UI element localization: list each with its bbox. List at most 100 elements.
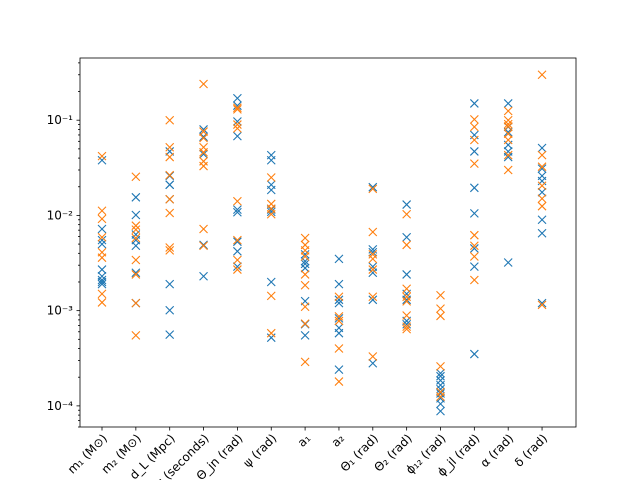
data-point-s1-8-6 (368, 358, 378, 368)
data-point-s2-12-5 (503, 135, 513, 145)
axes-layer: 10⁻⁴10⁻³10⁻²10⁻¹m₁ (M⊙)m₂ (M⊙)d_L (Mpc)t… (47, 57, 577, 480)
data-point-s2-4-2 (233, 120, 242, 129)
data-point-s2-10-3 (436, 361, 445, 371)
data-point-s1-0-3 (97, 239, 107, 249)
data-point-s2-11-0 (469, 114, 479, 124)
x-tick-label: a₁ (295, 431, 314, 450)
data-point-s1-7-7 (334, 365, 344, 375)
data-point-s2-8-5 (368, 292, 378, 302)
data-point-s1-11-0 (469, 99, 479, 108)
data-point-s1-0-4 (97, 265, 107, 274)
data-point-s2-9-7 (402, 324, 412, 334)
data-point-s1-12-6 (503, 258, 513, 267)
data-point-s1-11-6 (469, 262, 479, 272)
data-point-s2-8-2 (368, 249, 378, 259)
data-point-s2-2-5 (165, 208, 175, 218)
data-point-s2-1-4 (131, 255, 141, 265)
data-point-s2-8-1 (368, 227, 378, 237)
data-point-s2-0-5 (97, 253, 107, 263)
data-point-s1-7-2 (334, 295, 344, 305)
data-point-s2-3-4 (199, 147, 208, 157)
data-point-s2-0-0 (97, 151, 107, 161)
data-point-s2-12-1 (503, 115, 513, 125)
data-point-s1-9-2 (402, 270, 412, 279)
data-point-s2-2-1 (165, 142, 175, 152)
data-point-s1-11-5 (469, 244, 479, 253)
data-point-s1-4-6 (233, 237, 242, 247)
data-point-s1-7-1 (334, 279, 344, 289)
data-point-s2-9-2 (402, 284, 412, 294)
data-point-s2-11-2 (469, 135, 479, 145)
data-point-s2-10-1 (436, 304, 445, 314)
data-point-s1-4-8 (233, 262, 242, 272)
data-point-s2-13-6 (537, 300, 547, 310)
data-point-s2-1-0 (131, 172, 141, 182)
data-point-s2-7-4 (334, 377, 344, 386)
data-point-s1-12-5 (503, 152, 513, 162)
y-tick-label: 10⁻³ (47, 304, 74, 318)
marks-layer (97, 70, 547, 416)
data-point-s1-13-7 (537, 298, 547, 308)
data-point-s1-5-1 (266, 155, 276, 165)
data-point-s2-6-7 (300, 319, 310, 329)
data-point-s1-4-2 (233, 117, 242, 126)
x-tick-label: ψ (rad) (240, 431, 279, 470)
data-point-s2-3-5 (199, 156, 208, 166)
data-point-s2-2-3 (165, 170, 175, 180)
data-point-s2-11-4 (469, 230, 479, 240)
data-point-s2-13-2 (537, 162, 547, 172)
data-point-s2-4-0 (233, 103, 242, 113)
data-point-s2-9-4 (402, 297, 412, 306)
data-point-s2-12-2 (503, 119, 513, 129)
data-point-s1-1-4 (131, 241, 141, 251)
data-point-s1-10-4 (436, 384, 445, 394)
data-point-s1-13-0 (537, 143, 547, 153)
data-point-s1-3-2 (199, 149, 208, 159)
data-point-s1-13-4 (537, 187, 547, 197)
data-point-s1-8-0 (368, 182, 378, 192)
data-point-s2-6-0 (300, 233, 310, 243)
data-point-s2-3-6 (199, 161, 208, 171)
data-point-s2-1-5 (131, 270, 141, 279)
plot-frame (79, 57, 577, 428)
data-point-s1-6-6 (300, 330, 310, 340)
data-point-s1-2-1 (165, 171, 175, 181)
data-point-s1-11-7 (469, 349, 479, 359)
data-point-s2-12-6 (503, 150, 513, 160)
data-point-s2-7-0 (334, 292, 344, 302)
data-point-s1-8-5 (368, 295, 378, 305)
data-point-s2-5-0 (266, 173, 276, 182)
data-point-s2-6-8 (300, 357, 310, 367)
data-point-s1-10-2 (436, 376, 445, 385)
data-point-s1-12-0 (503, 99, 513, 108)
data-point-s2-0-3 (97, 232, 107, 242)
data-point-s2-12-4 (503, 129, 513, 139)
data-point-s2-1-7 (131, 330, 141, 340)
data-point-s2-1-1 (131, 221, 141, 231)
data-point-s2-6-3 (300, 252, 310, 261)
data-point-s2-11-5 (469, 241, 479, 251)
data-point-s2-13-5 (537, 201, 547, 211)
data-point-s2-5-5 (266, 328, 276, 338)
data-point-s2-7-1 (334, 312, 344, 321)
data-point-s2-3-7 (199, 224, 208, 234)
data-point-s1-11-3 (469, 183, 479, 193)
data-point-s1-5-3 (266, 185, 276, 195)
data-point-s2-3-1 (199, 127, 208, 136)
data-point-s2-13-1 (537, 150, 547, 160)
data-point-s2-4-1 (233, 104, 242, 114)
data-point-s1-0-0 (97, 155, 107, 165)
data-point-s2-4-5 (233, 235, 242, 245)
data-point-s1-13-6 (537, 228, 547, 238)
data-point-s2-10-0 (436, 290, 445, 300)
data-point-s2-4-4 (233, 196, 242, 206)
data-point-s1-10-1 (436, 371, 445, 381)
data-point-s1-13-5 (537, 215, 547, 225)
data-point-s2-6-4 (300, 270, 310, 279)
data-point-s1-10-8 (436, 406, 445, 416)
data-point-s2-1-2 (131, 225, 141, 234)
data-point-s1-0-2 (97, 235, 107, 245)
data-point-s1-0-7 (97, 277, 107, 287)
data-point-s2-2-4 (165, 194, 175, 204)
